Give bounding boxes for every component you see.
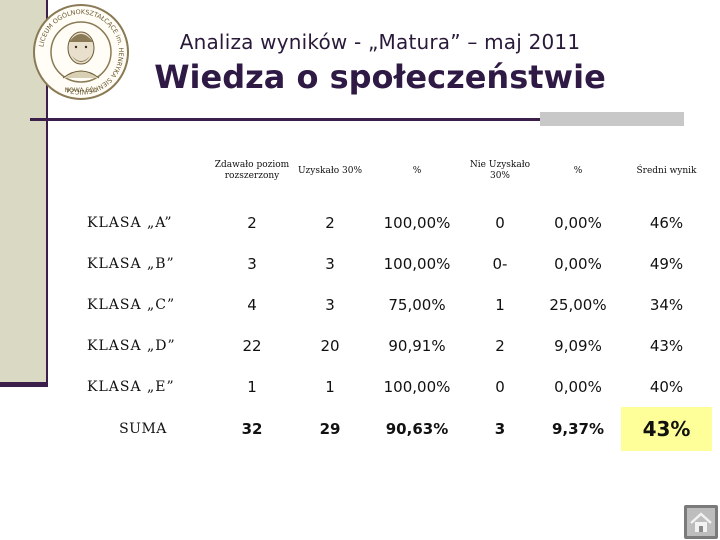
table-cell: 46% (649, 213, 684, 232)
summary-cell: 3 (494, 420, 506, 438)
table-cell: 3 (325, 295, 335, 314)
table-cell: 0,00% (554, 213, 602, 232)
table-cell: 3 (247, 254, 257, 273)
header-cell-passed-30: Uzyskało 30% (297, 165, 363, 176)
table-cell: 100,00% (383, 377, 451, 396)
results-table: Zdawało poziom rozszerzony Uzyskało 30% … (73, 140, 712, 451)
table-cell: 25,00% (549, 295, 607, 314)
home-nav-button-face (687, 508, 715, 536)
table-cell: 100,00% (383, 254, 451, 273)
table-cell: 3 (325, 254, 335, 273)
table-summary-row: SUMA 32 29 90,63% 3 9,37% 43% (73, 407, 712, 451)
table-cell: 2 (325, 213, 335, 232)
logo-bottom-text: NOWA SÓL (65, 87, 98, 94)
table-cell: 43% (649, 336, 684, 355)
table-cell: 2 (495, 336, 505, 355)
table-cell: 49% (649, 254, 684, 273)
table-cell: 0- (492, 254, 508, 273)
table-cell: 9,09% (554, 336, 602, 355)
header-cell-percent-passed: % (412, 165, 422, 176)
header-cell-took-extended: Zdawało poziom rozszerzony (214, 160, 290, 181)
table-row: KLASA „B” 3 3 100,00% 0- 0,00% 49% (73, 243, 712, 284)
table-cell: 0 (495, 213, 505, 232)
summary-cell: 90,63% (385, 420, 449, 438)
home-nav-button[interactable] (684, 505, 718, 539)
header-cell-average-score: Średni wynik (636, 165, 697, 176)
table-cell: 40% (649, 377, 684, 396)
header-cell-empty (73, 140, 213, 202)
table-cell: 100,00% (383, 213, 451, 232)
summary-cell: 32 (241, 420, 263, 438)
table-cell: 4 (247, 295, 257, 314)
title-rule-accent (540, 112, 684, 126)
table-cell: 0,00% (554, 377, 602, 396)
summary-average-highlight: 43% (621, 407, 712, 451)
table-row: KLASA „D” 22 20 90,91% 2 9,09% 43% (73, 325, 712, 366)
left-strip-rule (0, 382, 48, 387)
table-cell: 2 (247, 213, 257, 232)
table-row: KLASA „E” 1 1 100,00% 0 0,00% 40% (73, 366, 712, 407)
row-label: KLASA „A” (87, 214, 173, 231)
table-row: KLASA „C” 4 3 75,00% 1 25,00% 34% (73, 284, 712, 325)
table-cell: 90,91% (388, 336, 446, 355)
table-cell: 0 (495, 377, 505, 396)
row-label: KLASA „E” (87, 378, 175, 395)
summary-cell: 29 (319, 420, 341, 438)
table-cell: 0,00% (554, 254, 602, 273)
left-strip-border (46, 0, 48, 387)
table-row: KLASA „A” 2 2 100,00% 0 0,00% 46% (73, 202, 712, 243)
row-label: KLASA „C” (87, 296, 176, 313)
table-cell: 1 (247, 377, 257, 396)
row-label: KLASA „D” (87, 337, 176, 354)
slide-subtitle: Analiza wyników - „Matura” – maj 2011 (179, 30, 581, 54)
table-header-row: Zdawało poziom rozszerzony Uzyskało 30% … (73, 140, 712, 202)
home-icon (690, 512, 712, 532)
header-cell-not-passed-30: Nie Uzyskało 30% (469, 160, 531, 181)
table-cell: 34% (649, 295, 684, 314)
title-rule (30, 118, 540, 121)
summary-cell: 9,37% (551, 420, 605, 438)
row-label: KLASA „B” (87, 255, 175, 272)
header-cell-percent-not-passed: % (573, 165, 583, 176)
school-seal-logo: LICEUM OGÓLNOKSZTAŁCĄCE im. HENRYKA SIEN… (33, 4, 129, 100)
summary-label: SUMA (119, 421, 167, 437)
table-cell: 1 (325, 377, 335, 396)
table-cell: 20 (320, 336, 340, 355)
slide-title: Wiedza o społeczeństwie (154, 58, 606, 96)
table-cell: 1 (495, 295, 505, 314)
table-cell: 22 (242, 336, 262, 355)
table-cell: 75,00% (388, 295, 446, 314)
